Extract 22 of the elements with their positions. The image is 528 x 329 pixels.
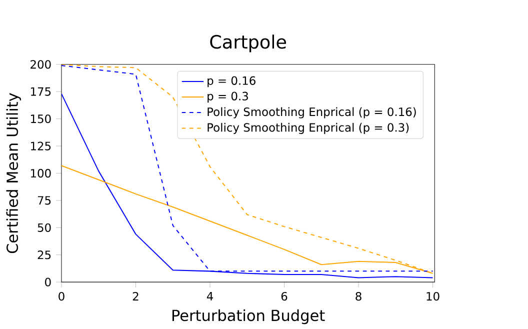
y-tick-label: 125 [30, 142, 51, 150]
y-tick-label: 25 [38, 250, 51, 260]
y-tick-label: 200 [30, 60, 51, 69]
x-tick-label: 8 [356, 292, 362, 301]
x-tick-label: 10 [426, 292, 440, 301]
y-tick-label: 100 [30, 168, 51, 178]
legend-label: Policy Smoothing Enprical (p = 0.16) [208, 107, 416, 118]
x-tick-label: 0 [58, 292, 64, 301]
legend-label: p = 0.16 [208, 76, 256, 88]
x-axis-title: Perturbation Budget [172, 309, 325, 324]
y-tick-label: 75 [38, 196, 51, 205]
y-axis-title: Certified Mean Utility [6, 93, 22, 254]
y-tick-label: 0 [45, 278, 51, 286]
legend-label: Policy Smoothing Enprical (p = 0.3) [208, 122, 409, 134]
y-tick-label: 150 [30, 114, 51, 124]
legend-label: p = 0.3 [208, 92, 248, 103]
y-tick-label: 50 [38, 223, 51, 232]
x-tick-label: 2 [132, 292, 138, 300]
x-tick-label: 4 [206, 292, 213, 300]
chart-title: Cartpole [210, 34, 286, 52]
y-tick-label: 175 [30, 87, 51, 96]
x-tick-label: 6 [281, 292, 288, 301]
